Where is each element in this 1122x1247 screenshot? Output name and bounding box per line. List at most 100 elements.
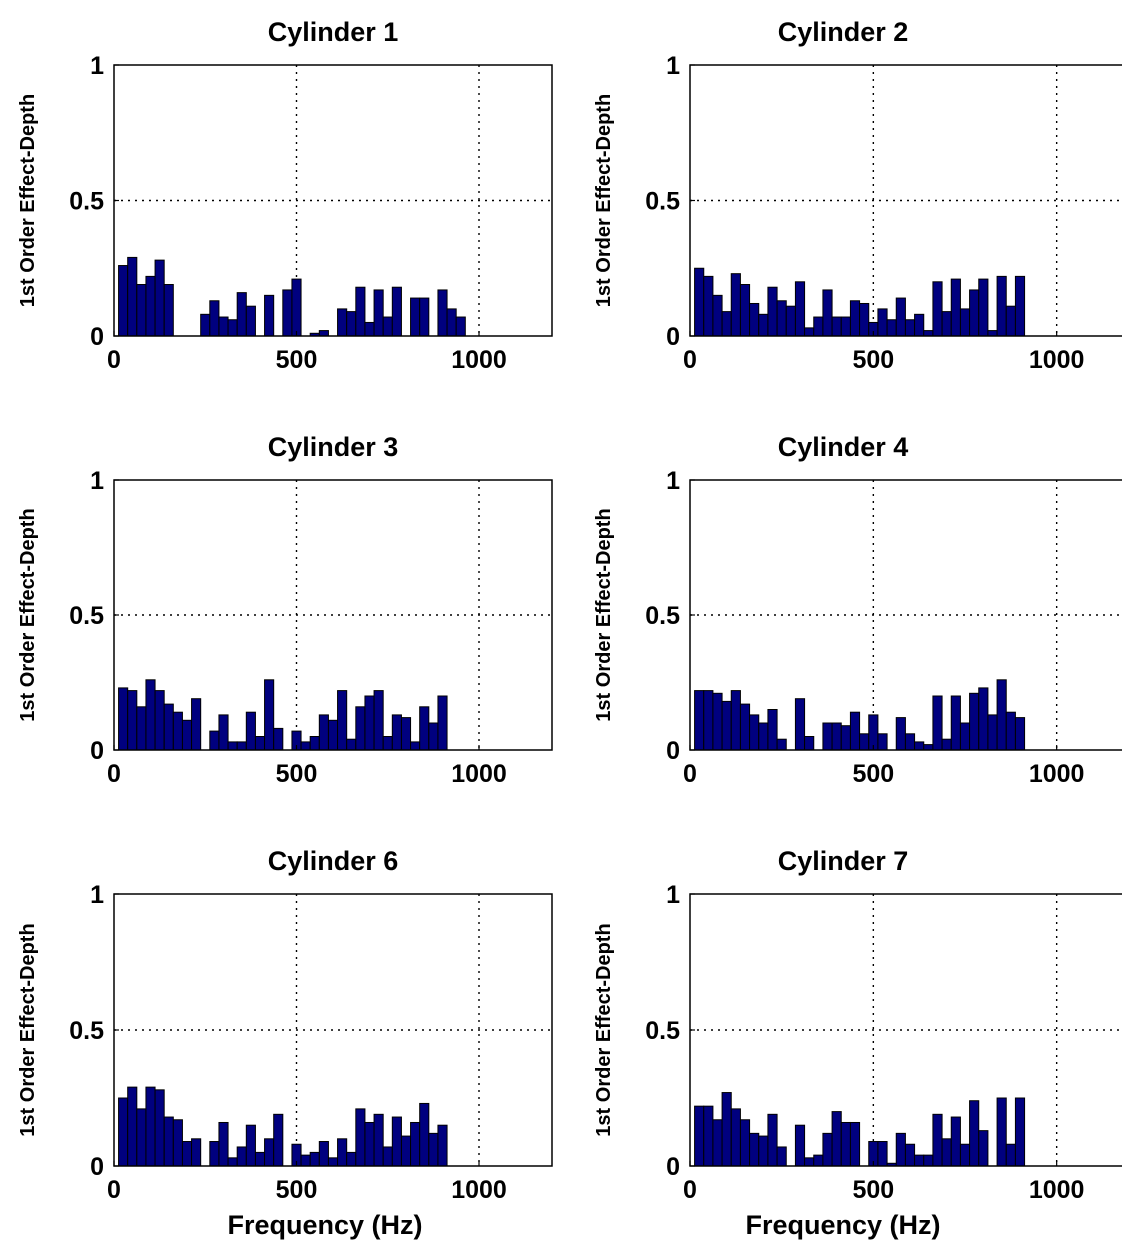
bar: [145, 679, 156, 751]
bar: [428, 722, 439, 751]
bar: [749, 302, 760, 337]
subplot-title: Cylinder 4: [778, 432, 909, 462]
x-tick-label: 1000: [451, 1176, 507, 1204]
bar: [318, 1141, 329, 1167]
bar: [978, 1130, 989, 1167]
bar: [309, 736, 320, 751]
bar: [273, 727, 284, 751]
bar: [923, 1154, 934, 1167]
bar: [382, 1146, 393, 1167]
bar: [721, 1092, 732, 1167]
bar: [364, 695, 375, 751]
bar: [136, 284, 147, 337]
y-tick-label: 0: [90, 737, 104, 765]
bar: [831, 316, 842, 337]
x-tick-label: 1000: [1029, 1176, 1085, 1204]
bar: [410, 297, 421, 337]
bar: [978, 278, 989, 337]
x-tick-label: 0: [107, 346, 121, 374]
x-tick-label: 1000: [1029, 346, 1085, 374]
bar: [245, 711, 256, 751]
bar: [959, 1143, 971, 1167]
x-tick-label: 0: [107, 760, 121, 788]
bar: [337, 308, 348, 337]
bar-series: [118, 679, 448, 751]
bar: [136, 706, 147, 751]
bar: [400, 717, 412, 751]
bar-series: [694, 679, 1026, 751]
bar: [282, 289, 293, 337]
bar: [163, 1116, 174, 1167]
bar: [410, 741, 421, 751]
bar: [419, 706, 430, 751]
bar: [136, 1108, 147, 1167]
bar: [721, 700, 732, 751]
bar: [373, 690, 384, 751]
bar: [877, 308, 888, 337]
bar: [1014, 1097, 1026, 1167]
x-tick-label: 500: [852, 1176, 894, 1204]
bar: [200, 313, 211, 337]
bar: [721, 311, 732, 337]
bar: [318, 330, 329, 337]
bar: [904, 733, 916, 751]
y-tick-label: 0.5: [69, 188, 104, 216]
bar: [895, 297, 906, 337]
y-tick-label: 1: [90, 881, 104, 909]
bar: [703, 1105, 714, 1167]
bar: [209, 1141, 220, 1167]
bar: [840, 316, 851, 337]
bar: [355, 1108, 366, 1167]
bar: [785, 305, 796, 337]
bar: [794, 698, 806, 751]
bar: [739, 1119, 751, 1167]
bar: [337, 1138, 348, 1167]
bar: [996, 679, 1007, 751]
bar: [895, 1132, 906, 1167]
bar: [941, 1138, 952, 1167]
bar: [172, 711, 183, 751]
bar: [300, 1154, 311, 1167]
bar: [327, 719, 339, 751]
bar: [118, 1097, 129, 1167]
bar: [969, 692, 980, 751]
x-tick-label: 0: [683, 346, 697, 374]
y-tick-label: 0.5: [645, 188, 680, 216]
bar: [859, 302, 870, 337]
bar: [236, 1146, 247, 1167]
bar: [163, 703, 174, 751]
y-tick-label: 0: [666, 737, 680, 765]
x-tick-label: 1000: [451, 760, 507, 788]
x-tick-label: 0: [683, 1176, 697, 1204]
x-tick-label: 0: [107, 1176, 121, 1204]
y-tick-label: 0.5: [69, 1017, 104, 1045]
bar: [327, 1157, 339, 1167]
x-tick-label: 500: [852, 346, 894, 374]
bar: [794, 281, 806, 337]
bar: [355, 286, 366, 337]
bar: [813, 1154, 824, 1167]
bar: [730, 690, 741, 751]
bar: [950, 695, 961, 751]
bar: [822, 1132, 833, 1167]
bar: [382, 736, 393, 751]
bar: [849, 1121, 861, 1167]
y-tick-label: 1: [666, 52, 680, 80]
bar: [932, 281, 943, 337]
bar: [181, 719, 193, 751]
bar: [346, 1151, 357, 1167]
bar: [209, 300, 220, 337]
bar: [218, 316, 229, 337]
subplot-2: 0 500 1000 0 0.5 1 Cylinder 2 1st Order Effect-…: [593, 17, 1122, 374]
y-tick-label: 0: [90, 323, 104, 351]
bar: [437, 695, 448, 751]
bar: [209, 730, 220, 751]
bar: [145, 275, 156, 337]
bar: [923, 330, 934, 337]
bar: [346, 738, 357, 751]
bar: [127, 1086, 138, 1167]
bar: [419, 297, 430, 337]
x-tick-label: 500: [276, 760, 318, 788]
bar: [996, 275, 1007, 337]
bar: [840, 1121, 851, 1167]
